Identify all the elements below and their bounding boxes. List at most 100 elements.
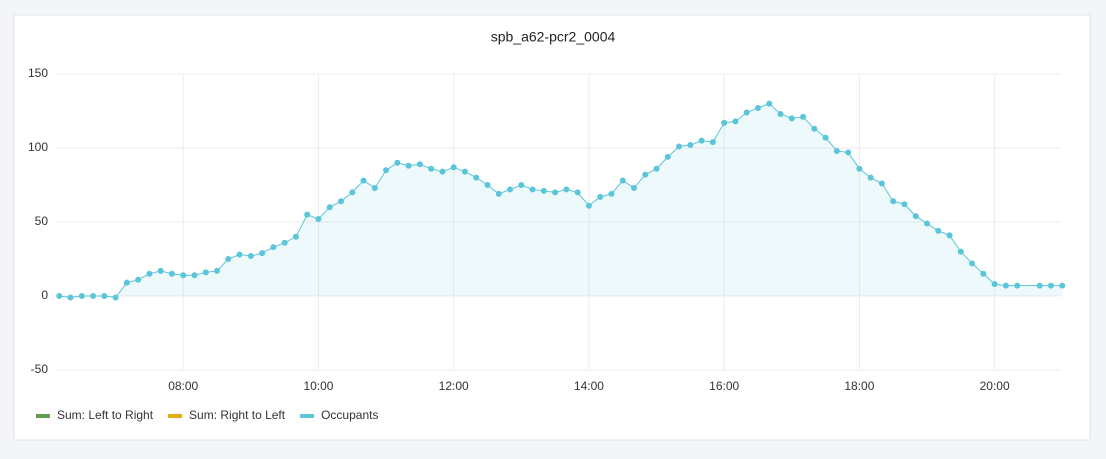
point	[574, 189, 581, 196]
point	[822, 134, 829, 141]
point	[56, 293, 63, 299]
x-tick-label: 08:00	[168, 379, 198, 393]
point	[732, 118, 739, 125]
y-tick-label: 100	[28, 140, 48, 154]
point	[67, 294, 74, 301]
point	[405, 162, 412, 169]
area	[59, 103, 1063, 298]
point	[236, 251, 243, 258]
point	[867, 174, 874, 181]
point	[1047, 282, 1054, 289]
point	[991, 281, 998, 288]
legend-label[interactable]: Sum: Right to Left	[189, 408, 286, 422]
legend-label[interactable]: Sum: Left to Right	[57, 408, 154, 422]
point	[619, 177, 626, 184]
point	[845, 149, 852, 156]
point	[304, 211, 311, 218]
point	[247, 253, 254, 260]
point	[259, 250, 266, 257]
point	[1002, 282, 1009, 289]
point	[191, 272, 198, 279]
point	[585, 202, 592, 209]
point	[529, 186, 536, 193]
point	[78, 293, 85, 299]
point	[123, 279, 130, 286]
point	[878, 180, 885, 187]
point	[980, 270, 987, 277]
point	[349, 189, 356, 196]
point	[507, 186, 514, 193]
y-tick-label: 150	[28, 66, 48, 80]
point	[642, 171, 649, 178]
point	[484, 182, 491, 188]
point	[135, 276, 142, 283]
point	[687, 142, 694, 149]
point	[281, 239, 288, 246]
point	[168, 270, 175, 277]
point	[901, 201, 908, 208]
point	[946, 232, 953, 239]
point	[225, 256, 232, 262]
point	[428, 165, 435, 172]
point	[709, 139, 716, 146]
point	[326, 204, 333, 211]
x-tick-label: 18:00	[844, 379, 874, 393]
x-tick-label: 16:00	[709, 379, 739, 393]
point	[653, 165, 660, 172]
point	[180, 272, 187, 279]
point	[270, 244, 277, 251]
point	[754, 105, 761, 112]
point	[698, 137, 705, 144]
point	[112, 294, 119, 301]
point	[450, 164, 457, 171]
point	[800, 113, 807, 120]
point	[957, 248, 964, 255]
x-tick-label: 12:00	[439, 379, 469, 393]
point	[552, 189, 559, 196]
point	[360, 177, 367, 184]
point	[924, 220, 931, 227]
point	[597, 193, 604, 200]
point	[676, 143, 683, 150]
legend-label[interactable]: Occupants	[321, 408, 378, 422]
point	[1036, 282, 1043, 289]
point	[157, 267, 164, 274]
point	[631, 184, 638, 191]
panel-title: spb_a62-pcr2_0004	[491, 29, 616, 45]
point	[90, 293, 97, 299]
point	[518, 182, 525, 188]
point	[337, 198, 344, 205]
y-tick-label: 0	[41, 288, 48, 302]
point	[912, 213, 919, 220]
point	[833, 147, 840, 154]
x-tick-label: 14:00	[574, 379, 604, 393]
point	[214, 267, 221, 274]
point	[292, 233, 299, 240]
point	[540, 187, 547, 194]
point	[416, 161, 423, 168]
point	[371, 184, 378, 191]
point	[315, 216, 322, 223]
y-tick-label: -50	[31, 362, 49, 376]
point	[664, 153, 671, 160]
point	[439, 168, 446, 175]
point	[1014, 282, 1021, 289]
point	[1059, 282, 1066, 289]
point	[146, 270, 153, 277]
point	[101, 293, 108, 299]
point	[473, 174, 480, 181]
point	[890, 198, 897, 205]
point	[743, 109, 750, 116]
point	[777, 110, 784, 117]
panel-frame	[13, 14, 1091, 441]
point	[383, 167, 390, 174]
point	[461, 168, 468, 175]
point	[608, 190, 615, 197]
point	[935, 227, 942, 234]
x-tick-label: 10:00	[303, 379, 333, 393]
point	[856, 165, 863, 172]
point	[811, 125, 818, 132]
point	[202, 269, 209, 276]
